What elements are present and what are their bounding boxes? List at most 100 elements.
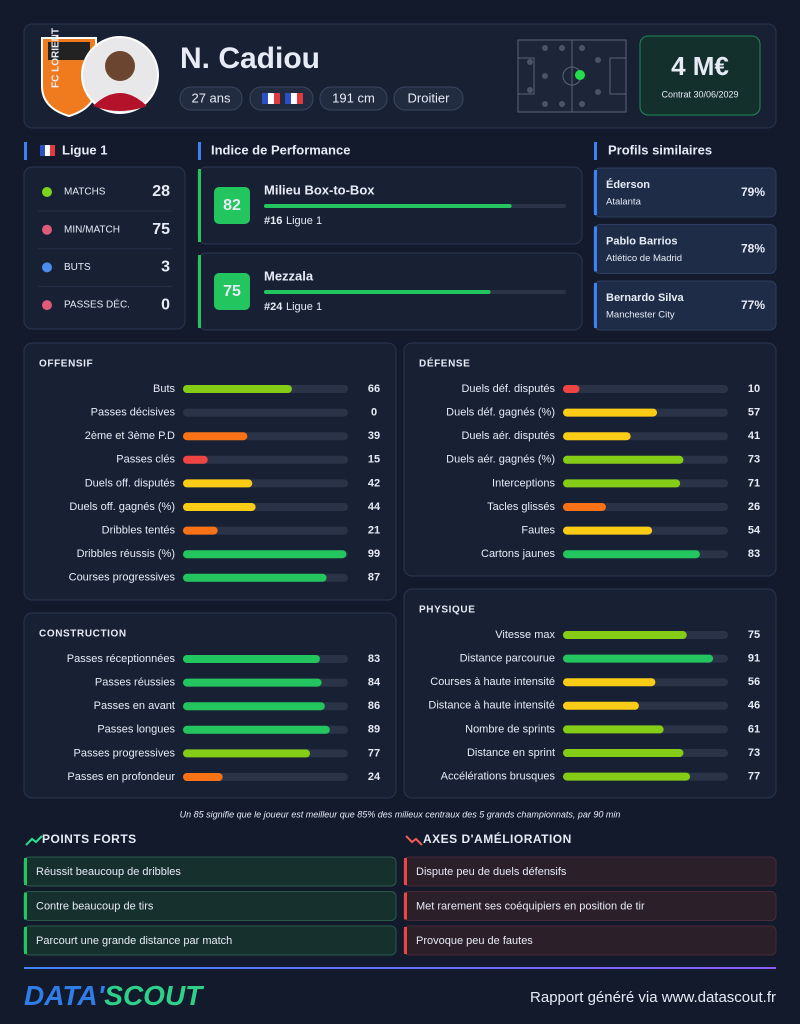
similar-club: Manchester City (606, 310, 675, 321)
bar-track (183, 526, 348, 535)
tag (179, 86, 243, 111)
stat-label: Passes réussies (95, 677, 176, 689)
stat-value: 57 (748, 407, 760, 419)
stat-value: 3 (161, 259, 170, 276)
similar-club: Atalanta (606, 197, 642, 208)
stat-value: 83 (368, 653, 380, 665)
section-title: DÉFENSE (419, 357, 470, 370)
weaknesses-title: AXES D'AMÉLIORATION (423, 831, 572, 846)
score-box (214, 273, 250, 310)
stat-label: Accélérations brusques (441, 771, 556, 783)
perf-bar (264, 204, 512, 208)
up-icon (25, 835, 43, 846)
rank: #24 (264, 301, 283, 313)
bar (563, 385, 580, 393)
stat-icon (42, 262, 52, 273)
stat-value: 10 (748, 383, 760, 395)
similar-club: Atlético de Madrid (606, 253, 682, 264)
club-name: FC LORIENT (51, 28, 62, 88)
similar-name: Pablo Barrios (606, 235, 678, 247)
stat-label: Interceptions (492, 477, 555, 489)
tag-text: Droitier (408, 90, 451, 105)
position-pitch (517, 39, 627, 113)
point-text: Contre beaucoup de tirs (36, 900, 154, 912)
stat-value: 44 (368, 501, 381, 513)
logo: DATA'SCOUT (24, 980, 205, 1011)
stat-label: Tacles glissés (487, 501, 555, 513)
stat-value: 42 (368, 477, 380, 489)
bar (563, 772, 691, 781)
stat-label: Passes réceptionnées (67, 653, 176, 665)
stat-label: Passes en profondeur (67, 771, 175, 783)
role: Mezzala (264, 268, 314, 283)
footnote: Un 85 signifie que le joueur est meilleu… (180, 809, 621, 819)
club-badge: FC LORIENT (41, 28, 97, 118)
tag-text: 191 cm (332, 90, 375, 105)
stat-value: 77 (748, 771, 760, 783)
accent (594, 142, 597, 160)
stat-value: 15 (368, 454, 380, 466)
stat-label: Passes décisives (91, 407, 176, 419)
stat-value: 26 (748, 501, 760, 513)
stat-value: 99 (368, 548, 380, 560)
stat-value: 0 (161, 296, 170, 313)
player-name: N. Cadiou (180, 42, 320, 75)
bar (563, 725, 664, 734)
perf-accent (198, 169, 201, 242)
point-text: Met rarement ses coéquipiers en position… (416, 900, 645, 912)
bar (183, 503, 256, 511)
stat-label: Nombre de sprints (465, 723, 555, 735)
stat-value: 73 (748, 747, 760, 759)
stat-label: Dribbles réussis (%) (77, 548, 175, 560)
stat-value: 75 (152, 221, 170, 238)
value-box (639, 35, 761, 116)
bar (183, 678, 322, 687)
stat-value: 83 (748, 548, 760, 560)
bar (183, 702, 325, 711)
score: 82 (223, 197, 241, 214)
stat-label: Vitesse max (495, 629, 555, 641)
stat-label: PASSES DÉC. (64, 298, 130, 311)
bar (183, 455, 208, 464)
bar (563, 550, 700, 559)
stat-value: 73 (748, 454, 760, 466)
bar (183, 749, 311, 758)
nationality (249, 86, 314, 111)
stat-value: 75 (748, 629, 760, 641)
bar (563, 479, 681, 488)
stat-icon (42, 300, 52, 311)
stat-label: Cartons jaunes (481, 548, 555, 560)
bar (183, 655, 320, 663)
bar (563, 432, 631, 441)
rank: #16 (264, 215, 282, 227)
stat-label: Distance en sprint (467, 747, 555, 759)
bar (183, 725, 330, 734)
stat-label: Duels off. gagnés (%) (69, 501, 175, 513)
contract: Contrat 30/06/2029 (661, 89, 738, 99)
similar-accent (594, 170, 597, 215)
stat-label: Duels déf. gagnés (%) (446, 407, 555, 419)
section-card (23, 342, 397, 601)
league-header (24, 142, 55, 160)
stat-label: Fautes (521, 525, 555, 537)
stat-value: 54 (748, 525, 761, 537)
similar-accent (594, 226, 597, 272)
league-name: Ligue 1 (62, 142, 108, 157)
bar (183, 432, 248, 441)
bar (183, 550, 347, 559)
bar (183, 526, 218, 535)
rank-league: Ligue 1 (286, 215, 322, 227)
point-text: Dispute peu de duels défensifs (416, 866, 567, 878)
bar-track (563, 385, 728, 393)
stat-label: Duels aér. disputés (461, 430, 555, 442)
bar (563, 678, 656, 687)
bar (563, 408, 658, 417)
score-box (214, 187, 250, 224)
stat-value: 87 (368, 572, 380, 584)
stat-value: 41 (748, 430, 760, 442)
stat-value: 24 (368, 771, 381, 783)
stat-value: 46 (748, 700, 760, 712)
bar (563, 455, 684, 464)
stat-value: 71 (748, 477, 760, 489)
